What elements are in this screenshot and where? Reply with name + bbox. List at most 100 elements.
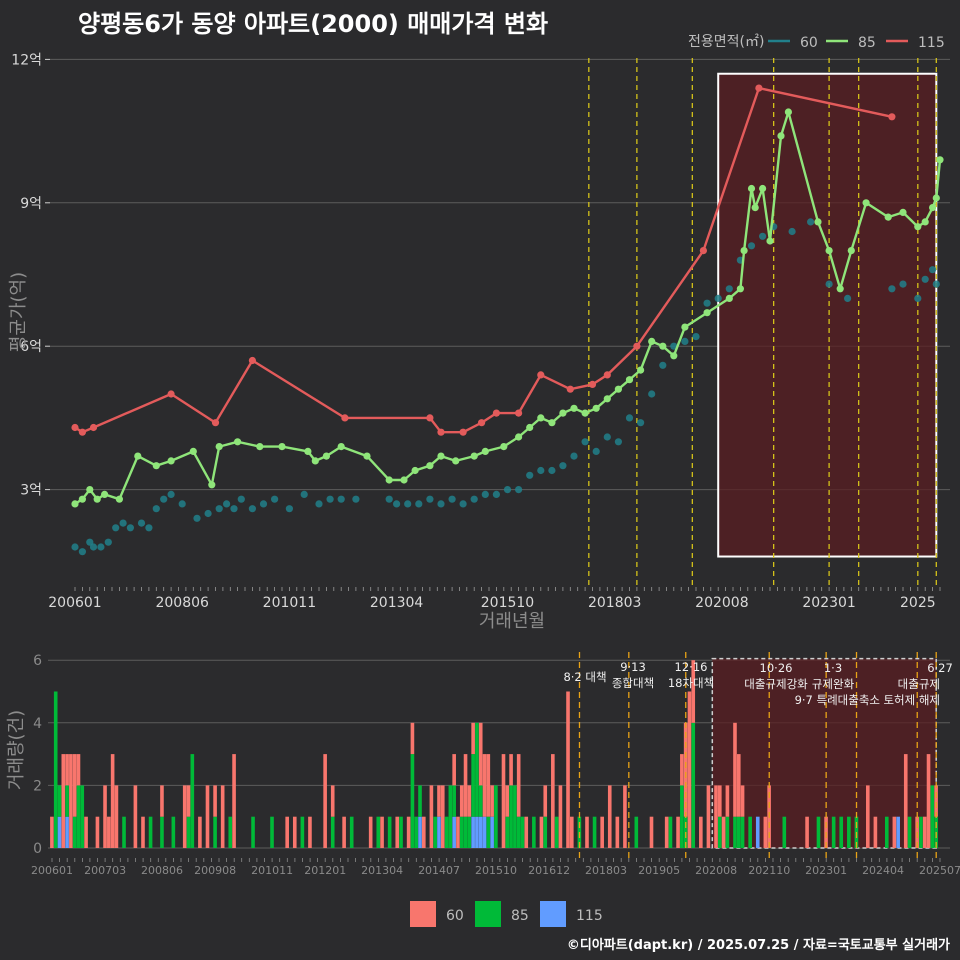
bar-v60-21 — [182, 785, 187, 848]
bar-v60-66 — [486, 754, 491, 817]
bar-v60-81 — [558, 785, 563, 848]
bar-v60-53 — [437, 785, 441, 817]
legend-label-115: 115 — [918, 35, 945, 51]
point-60-40 — [492, 490, 500, 498]
point-60-57 — [681, 337, 689, 345]
point-85-44 — [681, 323, 689, 331]
point-60-50 — [603, 433, 611, 441]
bar-v115-53 — [437, 816, 441, 848]
y-tick-label: 6억 — [20, 339, 42, 355]
bar-v60-67 — [490, 785, 494, 817]
point-85-6 — [134, 452, 142, 460]
policy-annotation-date: 1·3 — [824, 661, 842, 675]
point-60-67 — [807, 218, 815, 226]
point-115-16 — [603, 371, 611, 379]
point-60-30 — [385, 495, 393, 503]
point-85-4 — [101, 490, 109, 498]
bar-v60-22 — [186, 785, 191, 817]
bar-x-tick-label: 200703 — [84, 864, 126, 877]
bar-v85-43 — [387, 816, 392, 848]
bar-v60-96 — [680, 754, 684, 786]
bar-v85-123 — [884, 816, 889, 848]
point-115-1 — [78, 428, 86, 436]
bar-x-minor-ticks — [51, 858, 941, 862]
bar-v60-79 — [551, 754, 555, 848]
bar-y-tick-label: 0 — [33, 841, 42, 857]
point-85-12 — [234, 438, 242, 446]
bar-v60-108 — [740, 785, 745, 817]
bar-v60-13 — [110, 754, 115, 848]
bar-v115-110 — [755, 816, 760, 848]
bar-v85-74 — [520, 816, 525, 848]
point-60-47 — [570, 452, 578, 460]
x-tick-label: 201803 — [588, 595, 641, 611]
bar-v85-37 — [330, 816, 335, 848]
bar-v60-32 — [285, 816, 289, 848]
bar-v115-4 — [65, 816, 69, 848]
point-60-42 — [515, 486, 523, 494]
point-60-34 — [426, 495, 434, 503]
point-60-45 — [548, 466, 556, 475]
point-60-53 — [637, 419, 645, 427]
point-60-64 — [759, 232, 767, 240]
bar-v60-26 — [213, 785, 217, 817]
point-115-2 — [89, 423, 98, 432]
bar-v115-67 — [490, 816, 494, 848]
point-115-8 — [437, 428, 445, 436]
point-85-26 — [470, 452, 478, 460]
point-60-17 — [215, 505, 223, 513]
point-85-16 — [311, 457, 319, 465]
chart-title: 양평동6가 동양 아파트(2000) 매매가격 변화 — [78, 10, 549, 38]
point-85-21 — [400, 476, 408, 484]
point-85-5 — [115, 495, 123, 503]
bar-v60-29 — [232, 754, 236, 848]
point-60-72 — [914, 294, 922, 302]
policy-annotation-text: 대출규제 — [898, 677, 940, 691]
point-60-37 — [459, 500, 467, 508]
point-85-54 — [784, 108, 793, 116]
bar-v85-73 — [516, 816, 521, 848]
bar-v60-69 — [501, 754, 506, 848]
point-115-19 — [755, 84, 763, 92]
point-60-55 — [659, 361, 667, 369]
point-85-45 — [703, 309, 711, 317]
point-60-7 — [119, 519, 127, 527]
point-60-68 — [825, 280, 833, 288]
point-60-43 — [526, 471, 534, 479]
bar-x-tick-label: 202008 — [695, 864, 737, 877]
point-85-0 — [71, 500, 79, 508]
bar-v60-44 — [395, 816, 400, 848]
bar-v85-62 — [471, 754, 475, 817]
bar-v115-63 — [475, 816, 479, 848]
point-115-0 — [71, 423, 79, 432]
bar-v60-126 — [903, 754, 908, 848]
bar-v60-85 — [585, 816, 589, 848]
x-tick-label: 201304 — [370, 595, 424, 611]
bar-v85-7 — [76, 785, 81, 848]
point-115-12 — [515, 409, 523, 417]
bar-v85-68 — [494, 785, 498, 848]
point-85-31 — [537, 414, 545, 422]
legend-label-85: 85 — [858, 35, 876, 51]
x-tick-label: 200806 — [155, 595, 209, 611]
y-tick-label: 12억 — [11, 52, 42, 68]
point-85-53 — [777, 132, 785, 140]
point-85-10 — [208, 481, 216, 489]
point-60-4 — [97, 543, 105, 551]
point-85-56 — [825, 247, 833, 255]
bar-v60-102 — [714, 785, 718, 848]
bar-v60-46 — [406, 816, 411, 848]
point-60-35 — [437, 500, 445, 508]
bar-highlight-box — [711, 657, 937, 849]
point-115-13 — [537, 371, 545, 379]
bar-v115-49 — [418, 816, 422, 848]
bar-v60-131 — [926, 754, 931, 848]
point-85-19 — [363, 452, 371, 460]
point-60-59 — [703, 299, 711, 307]
point-60-32 — [404, 500, 412, 508]
bar-v85-94 — [668, 816, 673, 848]
bar-v85-72 — [513, 785, 517, 848]
point-85-36 — [592, 404, 600, 412]
point-60-39 — [481, 490, 489, 498]
policy-annotation-date: 10·26 — [760, 661, 793, 675]
